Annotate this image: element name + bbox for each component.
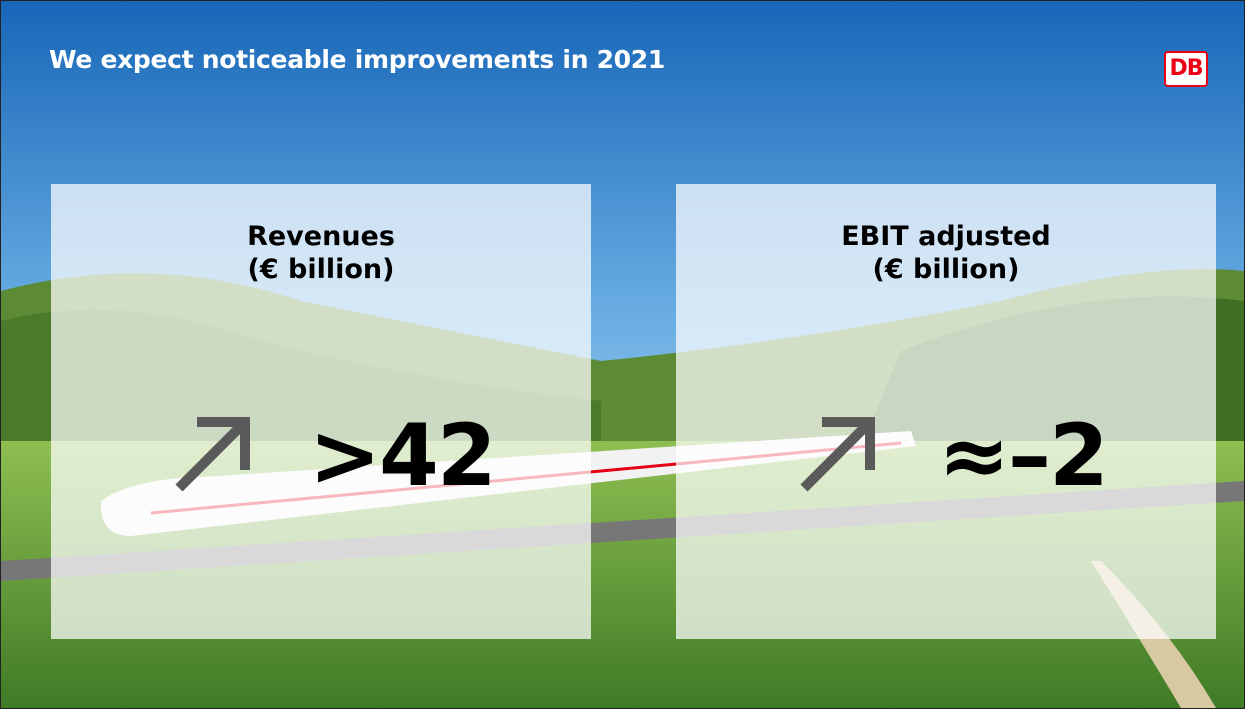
- card-unit: (€ billion): [51, 253, 591, 286]
- kpi-card: Revenues (€ billion) >42: [51, 184, 591, 639]
- db-logo: DB: [1164, 51, 1208, 87]
- card-value: >42: [309, 406, 495, 506]
- card-value: ≈–2: [938, 406, 1107, 506]
- card-title: EBIT adjusted: [676, 220, 1216, 253]
- up-arrow-icon: [173, 414, 253, 494]
- card-title: Revenues: [51, 220, 591, 253]
- kpi-card: EBIT adjusted (€ billion) ≈–2: [676, 184, 1216, 639]
- card-unit: (€ billion): [676, 253, 1216, 286]
- slide: We expect noticeable improvements in 202…: [0, 0, 1245, 709]
- slide-title: We expect noticeable improvements in 202…: [49, 45, 665, 74]
- up-arrow-icon: [798, 414, 878, 494]
- card-heading: EBIT adjusted (€ billion): [676, 220, 1216, 286]
- card-heading: Revenues (€ billion): [51, 220, 591, 286]
